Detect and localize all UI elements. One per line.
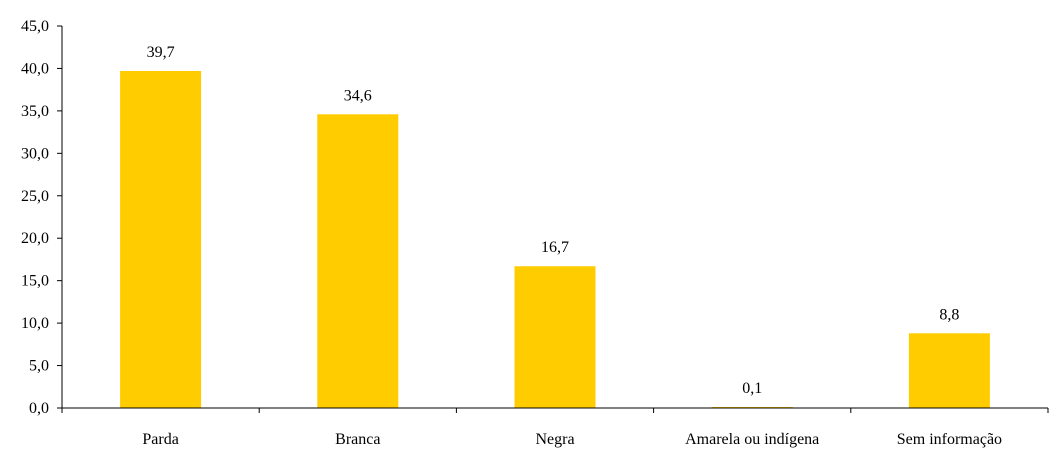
y-tick-label: 25,0 [21, 188, 49, 205]
data-labels: 39,7 34,6 16,7 0,1 8,8 [147, 44, 960, 397]
y-tick-label: 15,0 [21, 273, 49, 290]
y-tick-label: 40,0 [21, 60, 49, 77]
data-label: 34,6 [344, 87, 372, 104]
bar [120, 70, 202, 408]
x-tick-label: Parda [142, 431, 178, 448]
x-tick-label: Sem informação [897, 431, 1002, 448]
y-tick-label: 0,0 [29, 400, 49, 417]
bar [514, 266, 596, 408]
x-tick-label: Branca [335, 431, 380, 448]
data-label: 8,8 [939, 306, 959, 323]
data-label: 0,1 [742, 380, 762, 397]
data-label: 16,7 [541, 239, 569, 256]
bar [317, 114, 399, 408]
data-label: 39,7 [147, 44, 175, 61]
y-tick-label: 20,0 [21, 230, 49, 247]
y-tick-label: 5,0 [29, 358, 49, 375]
x-axis-ticks: Parda Branca Negra Amarela ou indígena Sem i… [61, 408, 1049, 448]
y-tick-label: 35,0 [21, 103, 49, 120]
y-tick-label: 10,0 [21, 315, 49, 332]
y-axis-ticks: 0,0 5,0 10,0 15,0 20,0 25,0 30,0 35,0 40,0 45,0 [21, 18, 62, 417]
y-tick-label: 30,0 [21, 145, 49, 162]
y-tick-label: 45,0 [21, 18, 49, 35]
x-tick-label: Amarela ou indígena [685, 431, 819, 448]
bars [120, 70, 990, 408]
bar [908, 333, 990, 408]
x-tick-label: Negra [535, 431, 574, 448]
